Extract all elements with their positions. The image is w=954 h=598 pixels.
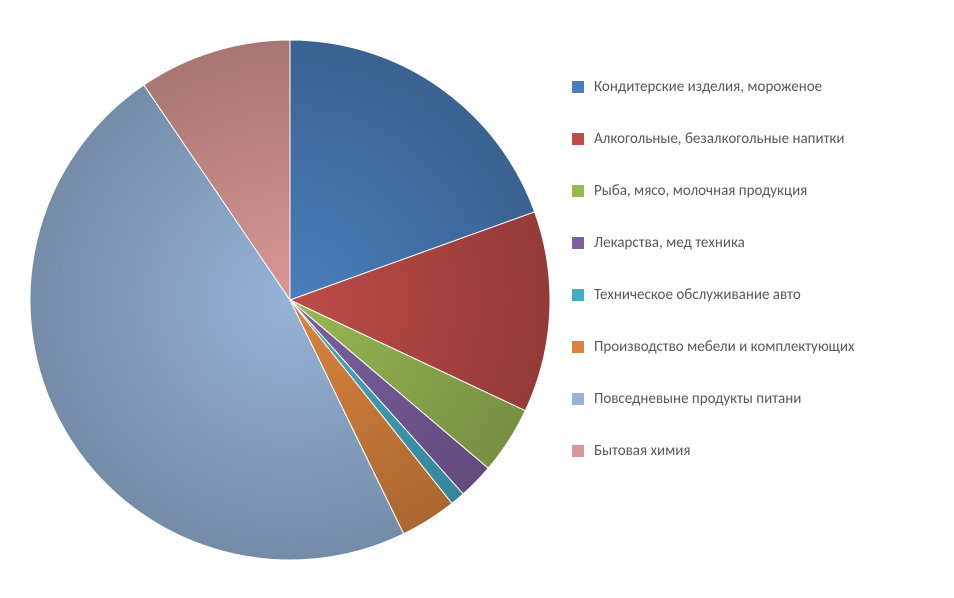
- legend: Кондитерские изделия, мороженое Алкогольн…: [572, 78, 855, 460]
- legend-swatch-0: [572, 81, 584, 93]
- legend-label-4: Техническое обслуживание авто: [594, 286, 801, 304]
- legend-swatch-7: [572, 445, 584, 457]
- legend-label-1: Алкогольные, безалкогольные напитки: [594, 130, 844, 148]
- legend-item-2: Рыба, мясо, молочная продукция: [572, 182, 855, 200]
- legend-item-7: Бытовая химия: [572, 442, 855, 460]
- legend-swatch-6: [572, 393, 584, 405]
- legend-item-0: Кондитерские изделия, мороженое: [572, 78, 855, 96]
- legend-item-5: Производство мебели и комплектующих: [572, 338, 855, 356]
- legend-item-3: Лекарства, мед техника: [572, 234, 855, 252]
- legend-label-5: Производство мебели и комплектующих: [594, 338, 855, 356]
- legend-item-4: Техническое обслуживание авто: [572, 286, 855, 304]
- legend-label-2: Рыба, мясо, молочная продукция: [594, 182, 807, 200]
- legend-label-0: Кондитерские изделия, мороженое: [594, 78, 822, 96]
- legend-swatch-2: [572, 185, 584, 197]
- legend-label-3: Лекарства, мед техника: [594, 234, 745, 252]
- legend-label-6: Повседневыне продукты питани: [594, 390, 801, 408]
- legend-label-7: Бытовая химия: [594, 442, 690, 460]
- legend-swatch-3: [572, 237, 584, 249]
- legend-item-1: Алкогольные, безалкогольные напитки: [572, 130, 855, 148]
- legend-swatch-1: [572, 133, 584, 145]
- legend-item-6: Повседневыне продукты питани: [572, 390, 855, 408]
- legend-swatch-4: [572, 289, 584, 301]
- pie-chart-container: Кондитерские изделия, мороженое Алкогольн…: [0, 0, 954, 598]
- legend-swatch-5: [572, 341, 584, 353]
